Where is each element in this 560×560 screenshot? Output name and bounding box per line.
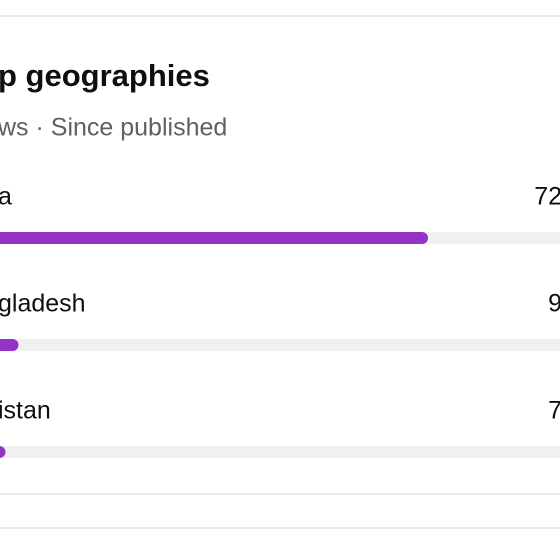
bar-track [0, 339, 560, 351]
card-title: p geographies [0, 58, 210, 93]
view-share: 72 [534, 183, 560, 211]
view-share: 7 [548, 397, 560, 425]
view-share: 9 [548, 290, 560, 318]
share-bar [0, 232, 428, 244]
share-bar [0, 339, 19, 351]
card-subtitle: ws · Since published [0, 114, 227, 142]
country-label: gladesh [0, 290, 86, 318]
country-label: istan [0, 397, 51, 425]
country-label: a [0, 183, 12, 211]
share-bar [0, 446, 6, 458]
bar-track [0, 446, 560, 458]
